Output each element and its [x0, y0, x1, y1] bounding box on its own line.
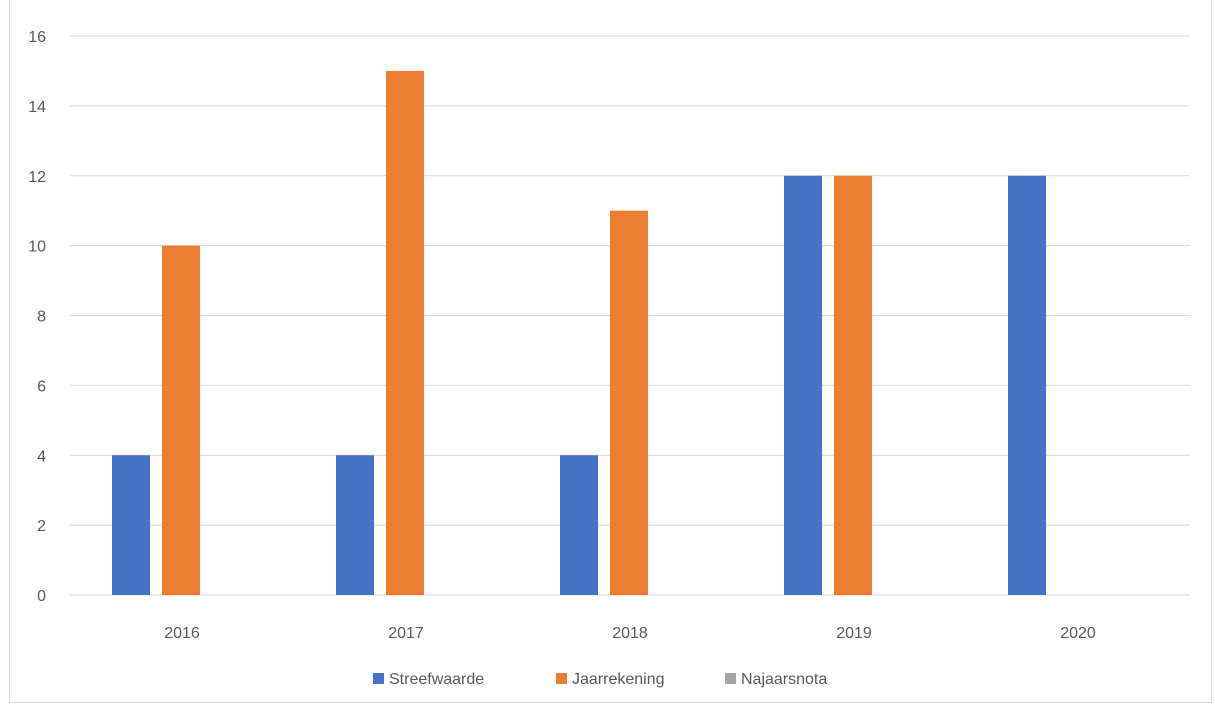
- bar-streefwaarde-2016: [112, 455, 150, 595]
- bar-jaarrekening-2019: [834, 175, 872, 595]
- bar-jaarrekening-2016: [162, 245, 200, 595]
- bars: [112, 70, 1046, 595]
- bar-streefwaarde-2019: [784, 175, 822, 595]
- bar-streefwaarde-2017: [336, 455, 374, 595]
- bar-jaarrekening-2018: [610, 210, 648, 595]
- bar-streefwaarde-2020: [1008, 175, 1046, 595]
- legend-label-jaarrekening: Jaarrekening: [572, 671, 665, 688]
- legend: Streefwaarde Jaarrekening Najaarsnota: [373, 671, 827, 688]
- y-tick-label: 4: [37, 448, 46, 465]
- legend-swatch-jaarrekening: [556, 673, 567, 684]
- x-axis-ticks: 2016 2017 2018 2019 2020: [164, 625, 1096, 642]
- x-tick-label: 2018: [612, 625, 648, 642]
- legend-swatch-streefwaarde: [373, 673, 384, 684]
- y-tick-label: 14: [28, 99, 46, 116]
- y-axis-ticks: 0 2 4 6 8 10 12 14 16: [28, 29, 46, 605]
- y-tick-label: 6: [37, 378, 46, 395]
- legend-label-najaarsnota: Najaarsnota: [741, 671, 827, 688]
- y-tick-label: 0: [37, 588, 46, 605]
- y-tick-label: 12: [28, 169, 46, 186]
- bar-streefwaarde-2018: [560, 455, 598, 595]
- legend-swatch-najaarsnota: [725, 673, 736, 684]
- y-tick-label: 16: [28, 29, 46, 46]
- y-tick-label: 10: [28, 239, 46, 256]
- x-tick-label: 2016: [164, 625, 200, 642]
- x-tick-label: 2019: [836, 625, 872, 642]
- legend-label-streefwaarde: Streefwaarde: [389, 671, 484, 688]
- x-tick-label: 2017: [388, 625, 424, 642]
- x-tick-label: 2020: [1060, 625, 1096, 642]
- y-tick-label: 8: [37, 309, 46, 326]
- bar-jaarrekening-2017: [386, 70, 424, 595]
- y-tick-label: 2: [37, 518, 46, 535]
